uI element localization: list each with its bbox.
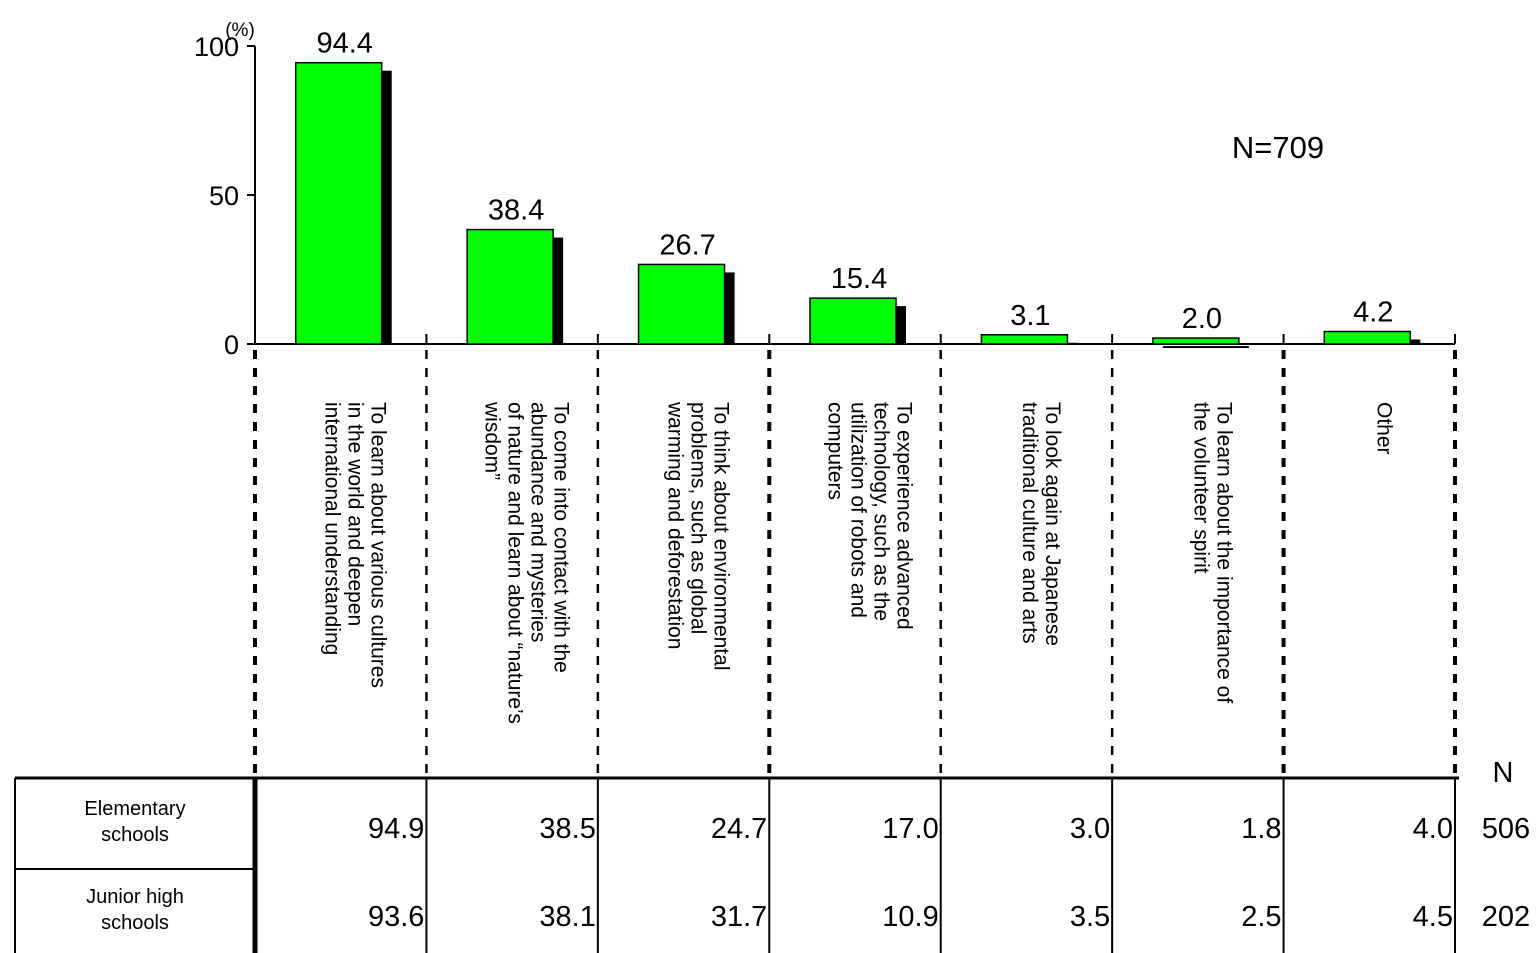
category-label-line: To look again at Japanese <box>1041 402 1064 646</box>
bar-value-label: 4.2 <box>1353 296 1393 328</box>
category-label-line: abundance and mysteries <box>527 402 550 643</box>
bar-value-label: 26.7 <box>659 229 715 261</box>
category-label-line: To think about environmental <box>710 402 733 671</box>
category-label-line: warming and deforestation <box>664 401 687 649</box>
bar-value-label: 3.1 <box>1010 300 1050 332</box>
table-cell: 3.5 <box>1070 901 1110 933</box>
table-cell: 93.6 <box>368 901 424 933</box>
bar-value-label: 2.0 <box>1182 303 1222 335</box>
table-cell: 4.0 <box>1413 813 1453 845</box>
bar-shadow <box>1162 346 1249 349</box>
y-tick-label: 50 <box>209 181 239 211</box>
table-row-n: 202 <box>1482 901 1530 933</box>
table-cell: 10.9 <box>882 901 938 933</box>
category-label-line: problems, such as global <box>687 402 710 634</box>
table-cell: 31.7 <box>711 901 767 933</box>
bar <box>637 263 726 345</box>
bar-value-label: 15.4 <box>831 263 887 295</box>
table-cell: 24.7 <box>711 813 767 845</box>
axes: 0 50 100(%) N=709 <box>194 20 1457 778</box>
table-cell: 38.1 <box>539 901 595 933</box>
category-label-line: in the world and deepen <box>344 402 367 626</box>
table-cell: 3.0 <box>1070 813 1110 845</box>
category-label-line: To learn about various cultures <box>367 402 390 688</box>
category-label-line: Other <box>1372 402 1395 455</box>
category-label: Other <box>1372 402 1395 455</box>
category-label-line: computers <box>824 402 847 500</box>
y-tick-label: 0 <box>224 330 239 360</box>
category-label-line: traditional culture and arts <box>1018 402 1041 644</box>
bar-value-label: 38.4 <box>488 195 544 227</box>
category-label-line: technology, such as the <box>870 402 893 621</box>
y-unit-label: (%) <box>225 20 255 41</box>
table-row-label-line: schools <box>101 912 169 934</box>
bar <box>809 297 897 345</box>
table-cell: 17.0 <box>882 813 938 845</box>
data-table: N Elementary schools 94.9 38.5 24.7 17.0 3.0 1.8… <box>14 757 1530 953</box>
table-n-header: N <box>1493 757 1514 789</box>
bar <box>980 334 1069 345</box>
table-cell: 94.9 <box>368 813 424 845</box>
category-label-line: wisdom” <box>481 401 504 480</box>
y-tick-label: 100 <box>194 32 239 62</box>
category-label-line: To come into contact with the <box>550 402 573 673</box>
bar <box>294 61 383 345</box>
table-row-label-line: Elementary <box>84 798 185 820</box>
sample-size-label: N=709 <box>1232 130 1324 165</box>
category-label-line: To experience advanced <box>893 402 916 630</box>
table-row-n: 506 <box>1482 813 1530 845</box>
category-label-line: of nature and learn about “nature’s <box>504 402 527 724</box>
bar <box>1152 337 1240 345</box>
table-row-label: Elementary schools <box>84 798 185 846</box>
bar <box>1323 330 1412 345</box>
bar-value-label: 94.4 <box>316 28 372 60</box>
table-cell: 4.5 <box>1413 901 1453 933</box>
category-label-line: the volunteer spirit <box>1189 402 1212 574</box>
table-row-label: Junior high schools <box>86 886 184 934</box>
table-cell: 1.8 <box>1241 813 1281 845</box>
table-row-label-line: schools <box>101 824 169 846</box>
table-cell: 2.5 <box>1241 901 1281 933</box>
category-label-line: utilization of robots and <box>847 402 870 618</box>
category-label-line: international understanding <box>321 402 344 655</box>
bar <box>466 228 554 345</box>
table-cell: 38.5 <box>539 813 595 845</box>
table-row-label-line: Junior high <box>86 886 184 908</box>
category-label-line: To learn about the importance of <box>1212 402 1235 703</box>
bars: 94.4 38.4 26.7 15.4 3.1 2.0 4.2 <box>294 28 1421 349</box>
